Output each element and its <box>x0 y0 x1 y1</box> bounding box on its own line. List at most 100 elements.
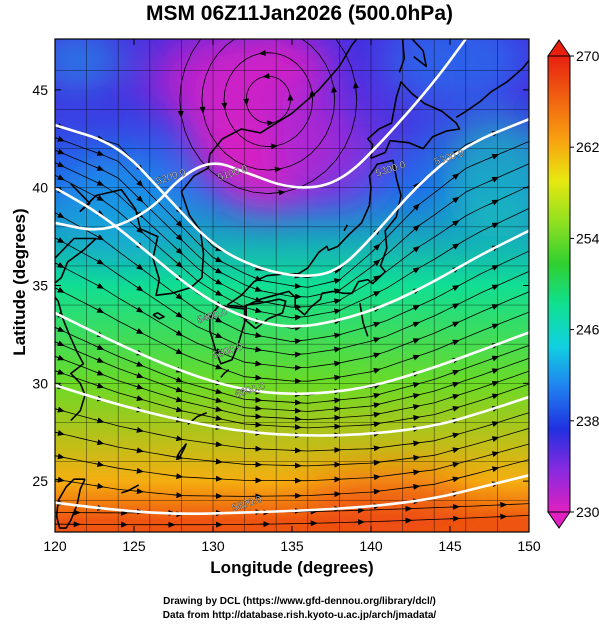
streamline-arrow <box>252 360 263 367</box>
streamline-arrow <box>331 332 342 339</box>
streamline-arrow <box>212 363 223 370</box>
streamline-arrow <box>212 415 223 421</box>
streamline-arrow <box>449 461 460 468</box>
streamline-arrow <box>410 224 420 234</box>
streamline-arrow <box>94 483 105 489</box>
streamline-arrow <box>489 355 500 362</box>
streamline-arrow <box>55 406 65 413</box>
streamline-arrow <box>212 267 223 274</box>
streamline-arrow <box>55 212 65 219</box>
streamline-arrow <box>352 81 359 100</box>
streamline-arrow <box>449 220 460 227</box>
streamline-arrow <box>449 303 460 310</box>
streamline-arrow <box>410 483 421 490</box>
streamline-arrow <box>133 224 144 234</box>
streamline-arrow <box>94 258 105 265</box>
streamline-arrow <box>133 447 144 454</box>
y-tick-label: 25 <box>32 473 48 489</box>
colorbar: 230 238 246 254 262 270 <box>547 39 599 529</box>
streamline-arrow <box>410 414 421 421</box>
streamline-arrow <box>489 421 500 427</box>
streamline-arrow <box>252 396 263 403</box>
streamline-arrow <box>449 321 460 328</box>
streamline-arrow <box>370 459 381 466</box>
streamline-arrow <box>489 153 500 160</box>
y-tick-label: 30 <box>32 375 48 391</box>
streamline-arrow <box>177 99 184 118</box>
streamline-arrow <box>331 346 342 353</box>
streamline-arrow <box>370 411 381 418</box>
streamline-arrow <box>449 381 460 388</box>
streamline-arrow <box>252 346 263 353</box>
streamline-arrow <box>489 323 500 330</box>
streamline-arrow <box>449 339 460 346</box>
streamline-arrow <box>55 340 65 346</box>
streamline-arrow <box>370 488 381 495</box>
streamline-arrow <box>410 203 420 214</box>
streamline-arrow <box>212 245 223 252</box>
temperature-anomaly <box>55 39 124 91</box>
height-contour <box>55 117 529 278</box>
x-tick-label: 145 <box>438 538 462 554</box>
colorbar-tick-label: 254 <box>576 230 599 246</box>
colorbar-upper-extension <box>547 39 571 57</box>
streamline-arrow <box>410 382 421 388</box>
streamline-arrow <box>410 321 421 328</box>
streamline-arrow <box>291 399 302 406</box>
streamline-arrow <box>370 367 381 374</box>
streamline-arrow <box>331 397 342 404</box>
streamline-arrow <box>133 427 144 433</box>
coastline <box>367 81 461 160</box>
temperature-anomaly <box>387 39 528 106</box>
x-tick-label: 120 <box>43 538 67 554</box>
streamline-arrow <box>173 231 183 241</box>
x-tick-label: 130 <box>201 538 225 554</box>
streamline-arrow <box>94 439 105 446</box>
coastline <box>121 484 140 494</box>
x-axis-label: Longitude (degrees) <box>210 558 374 577</box>
streamline-arrow <box>370 259 381 268</box>
streamline-arrow <box>410 440 421 447</box>
streamline-arrow <box>370 243 381 254</box>
streamline-arrow <box>173 406 184 413</box>
streamline-arrow <box>212 332 223 338</box>
streamline-arrow <box>55 326 65 332</box>
axes: 120 125 130 135 140 145 150 25 30 35 40 45 <box>32 39 541 554</box>
streamline-arrow <box>291 283 302 290</box>
coastline <box>55 478 86 529</box>
streamline-arrow <box>212 348 223 354</box>
streamline-arrow <box>212 289 223 296</box>
streamline-arrow <box>199 99 206 114</box>
streamline-arrow <box>133 284 144 292</box>
streamline-arrow <box>489 304 500 310</box>
streamline-arrow <box>258 49 269 56</box>
streamline-arrow <box>212 406 223 413</box>
streamline-arrow <box>410 393 421 399</box>
streamline-arrow <box>449 393 460 400</box>
streamline-arrow <box>449 196 460 204</box>
streamline-arrow <box>489 265 500 271</box>
streamline-vortex <box>179 39 358 195</box>
x-tick-label: 125 <box>122 538 146 554</box>
streamline-arrow <box>173 217 183 228</box>
streamline-arrow <box>331 360 342 367</box>
streamline-arrow <box>309 89 316 100</box>
streamline-arrow <box>410 354 421 361</box>
height-contour <box>55 474 529 516</box>
streamline-arrow <box>253 6 268 7</box>
height-contour <box>55 311 529 396</box>
streamline-arrow <box>489 380 500 387</box>
streamline-arrow <box>212 458 223 465</box>
streamline-arrow <box>291 415 302 422</box>
streamline-arrow <box>94 165 105 171</box>
streamline-arrow <box>489 222 500 229</box>
streamline-arrow <box>252 374 263 381</box>
streamline-arrow <box>133 328 144 335</box>
streamline-arrow <box>370 392 381 399</box>
streamline-arrow <box>331 288 342 295</box>
streamline-arrow <box>489 393 500 400</box>
chart-title: MSM 06Z11Jan2026 (500.0hPa) <box>145 2 453 25</box>
streamline-arrow <box>173 311 184 318</box>
streamline-arrow <box>370 321 381 328</box>
